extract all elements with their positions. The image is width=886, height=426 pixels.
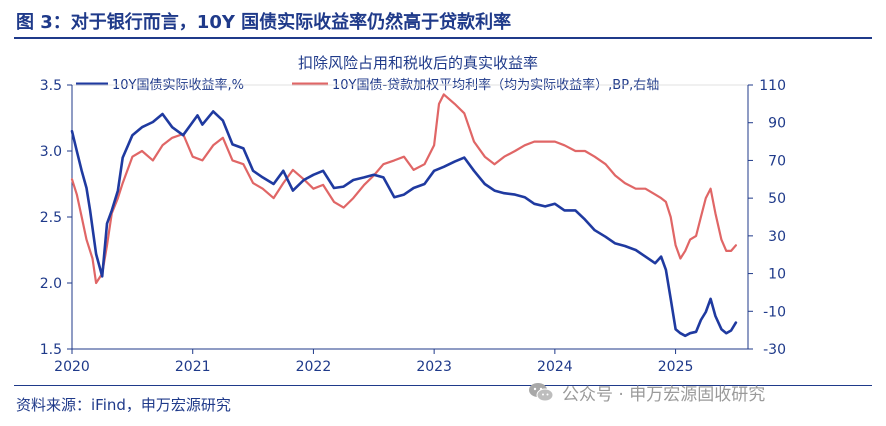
series-line-spread: [70, 93, 737, 285]
footer-divider: [14, 385, 872, 386]
right-tick-label: 90: [768, 116, 786, 132]
left-tick-label: 2.0: [40, 276, 62, 292]
x-axis-ticks: 2020 2021 2022 2023 2024 2025: [54, 349, 693, 375]
chart-title: 扣除风险占用和税收后的真实收益率: [298, 54, 538, 72]
x-tick-label: 2024: [537, 359, 573, 375]
right-tick-label: 110: [759, 78, 786, 94]
left-tick-label: 2.5: [40, 210, 62, 226]
right-tick-label: 10: [768, 267, 786, 283]
right-tick-label: 30: [768, 229, 786, 245]
series-layer: [70, 93, 738, 338]
x-tick-label: 2020: [54, 359, 90, 375]
title-divider: [14, 37, 872, 39]
right-tick-label: 50: [768, 191, 786, 207]
right-axis-ticks: -30 -10 10 30 50 70 90 110: [748, 78, 786, 358]
left-tick-label: 3.0: [40, 144, 62, 160]
plot-area-frame: [71, 84, 749, 350]
series-line-real-yield: [70, 110, 738, 338]
line-chart: 扣除风险占用和税收后的真实收益率 10Y国债实际收益率,% 10Y国债-贷款加权…: [40, 54, 786, 375]
left-tick-label: 1.5: [40, 342, 62, 358]
right-tick-label: -30: [763, 342, 786, 358]
figure-title: 图 3：对于银行而言，10Y 国债实际收益率仍然高于贷款利率: [16, 12, 512, 33]
x-tick-label: 2022: [296, 359, 332, 375]
left-tick-label: 3.5: [40, 78, 62, 94]
x-tick-label: 2021: [175, 359, 211, 375]
left-axis-ticks: 1.5 2.0 2.5 3.0 3.5: [40, 78, 72, 358]
right-tick-label: -10: [763, 304, 786, 320]
x-tick-label: 2025: [658, 359, 694, 375]
wechat-icon: [529, 383, 554, 402]
right-tick-label: 70: [768, 153, 786, 169]
x-tick-label: 2023: [416, 359, 452, 375]
watermark: 公众号 · 申万宏源固收研究: [528, 378, 765, 406]
source-note: 资料来源：iFind，申万宏源研究: [16, 396, 231, 414]
watermark-text: 公众号 · 申万宏源固收研究: [562, 384, 766, 405]
